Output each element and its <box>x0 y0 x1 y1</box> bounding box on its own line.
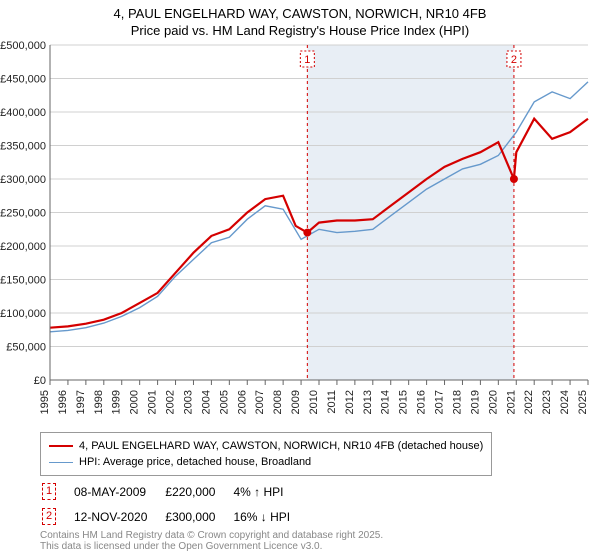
legend-row-red: 4, PAUL ENGELHARD WAY, CAWSTON, NORWICH,… <box>49 438 483 454</box>
svg-text:1999: 1999 <box>111 390 123 414</box>
legend-label-red: 4, PAUL ENGELHARD WAY, CAWSTON, NORWICH,… <box>79 440 483 452</box>
sales-delta: 4% ↑ HPI <box>233 480 306 503</box>
svg-text:2000: 2000 <box>129 390 141 414</box>
legend: 4, PAUL ENGELHARD WAY, CAWSTON, NORWICH,… <box>40 432 492 476</box>
svg-text:£50,000: £50,000 <box>6 341 46 353</box>
sales-table: 108-MAY-2009£220,0004% ↑ HPI212-NOV-2020… <box>40 478 308 530</box>
svg-text:2009: 2009 <box>290 390 302 414</box>
sales-price: £300,000 <box>165 505 231 528</box>
svg-text:2019: 2019 <box>469 390 481 414</box>
svg-text:2007: 2007 <box>254 390 266 414</box>
sales-date: 12-NOV-2020 <box>74 505 163 528</box>
svg-text:£150,000: £150,000 <box>0 274 46 286</box>
svg-text:£250,000: £250,000 <box>0 207 46 219</box>
svg-text:2012: 2012 <box>344 390 356 414</box>
svg-text:£0: £0 <box>34 375 46 387</box>
svg-text:£450,000: £450,000 <box>0 73 46 85</box>
chart-container: 4, PAUL ENGELHARD WAY, CAWSTON, NORWICH,… <box>0 0 600 560</box>
svg-text:1: 1 <box>304 54 310 66</box>
svg-text:2004: 2004 <box>200 390 212 414</box>
svg-text:2016: 2016 <box>416 390 428 414</box>
sales-marker: 2 <box>42 505 72 528</box>
svg-text:2010: 2010 <box>308 390 320 414</box>
svg-text:1997: 1997 <box>75 390 87 414</box>
svg-text:2024: 2024 <box>559 390 571 414</box>
svg-text:2022: 2022 <box>523 390 535 414</box>
legend-row-blue: HPI: Average price, detached house, Broa… <box>49 454 483 470</box>
sales-date: 08-MAY-2009 <box>74 480 163 503</box>
sales-row: 212-NOV-2020£300,00016% ↓ HPI <box>42 505 306 528</box>
svg-text:2025: 2025 <box>577 390 589 414</box>
copyright-notice: Contains HM Land Registry data © Crown c… <box>40 530 383 552</box>
svg-text:£500,000: £500,000 <box>0 40 46 52</box>
svg-text:1998: 1998 <box>93 390 105 414</box>
chart-title: 4, PAUL ENGELHARD WAY, CAWSTON, NORWICH,… <box>0 0 600 40</box>
title-line1: 4, PAUL ENGELHARD WAY, CAWSTON, NORWICH,… <box>114 6 487 21</box>
copyright-line1: Contains HM Land Registry data © Crown c… <box>40 530 383 541</box>
sales-delta: 16% ↓ HPI <box>233 505 306 528</box>
svg-text:2008: 2008 <box>272 390 284 414</box>
copyright-line2: This data is licensed under the Open Gov… <box>40 541 383 552</box>
svg-text:2013: 2013 <box>362 390 374 414</box>
svg-text:2006: 2006 <box>236 390 248 414</box>
svg-text:£400,000: £400,000 <box>0 107 46 119</box>
svg-text:2003: 2003 <box>182 390 194 414</box>
svg-text:2005: 2005 <box>218 390 230 414</box>
legend-label-blue: HPI: Average price, detached house, Broa… <box>79 456 311 468</box>
sales-marker: 1 <box>42 480 72 503</box>
sales-row: 108-MAY-2009£220,0004% ↑ HPI <box>42 480 306 503</box>
svg-text:2011: 2011 <box>326 390 338 414</box>
svg-text:2014: 2014 <box>380 390 392 414</box>
svg-text:1996: 1996 <box>57 390 69 414</box>
svg-text:£200,000: £200,000 <box>0 241 46 253</box>
svg-text:2: 2 <box>511 54 517 66</box>
price-chart: £0 £50,000 £100,000 £150,000 £200,000 £250,00… <box>0 40 600 425</box>
legend-swatch-blue <box>49 462 73 463</box>
svg-text:2018: 2018 <box>451 390 463 414</box>
svg-text:£350,000: £350,000 <box>0 140 46 152</box>
sales-price: £220,000 <box>165 480 231 503</box>
title-line2: Price paid vs. HM Land Registry's House … <box>131 23 469 38</box>
svg-text:1995: 1995 <box>39 390 51 414</box>
legend-swatch-red <box>49 445 73 447</box>
svg-text:2020: 2020 <box>487 390 499 414</box>
svg-text:2002: 2002 <box>165 390 177 414</box>
svg-text:2017: 2017 <box>434 390 446 414</box>
svg-text:£100,000: £100,000 <box>0 308 46 320</box>
svg-text:2023: 2023 <box>541 390 553 414</box>
svg-text:2001: 2001 <box>147 390 159 414</box>
svg-text:2021: 2021 <box>505 390 517 414</box>
svg-text:2015: 2015 <box>398 390 410 414</box>
svg-text:£300,000: £300,000 <box>0 174 46 186</box>
